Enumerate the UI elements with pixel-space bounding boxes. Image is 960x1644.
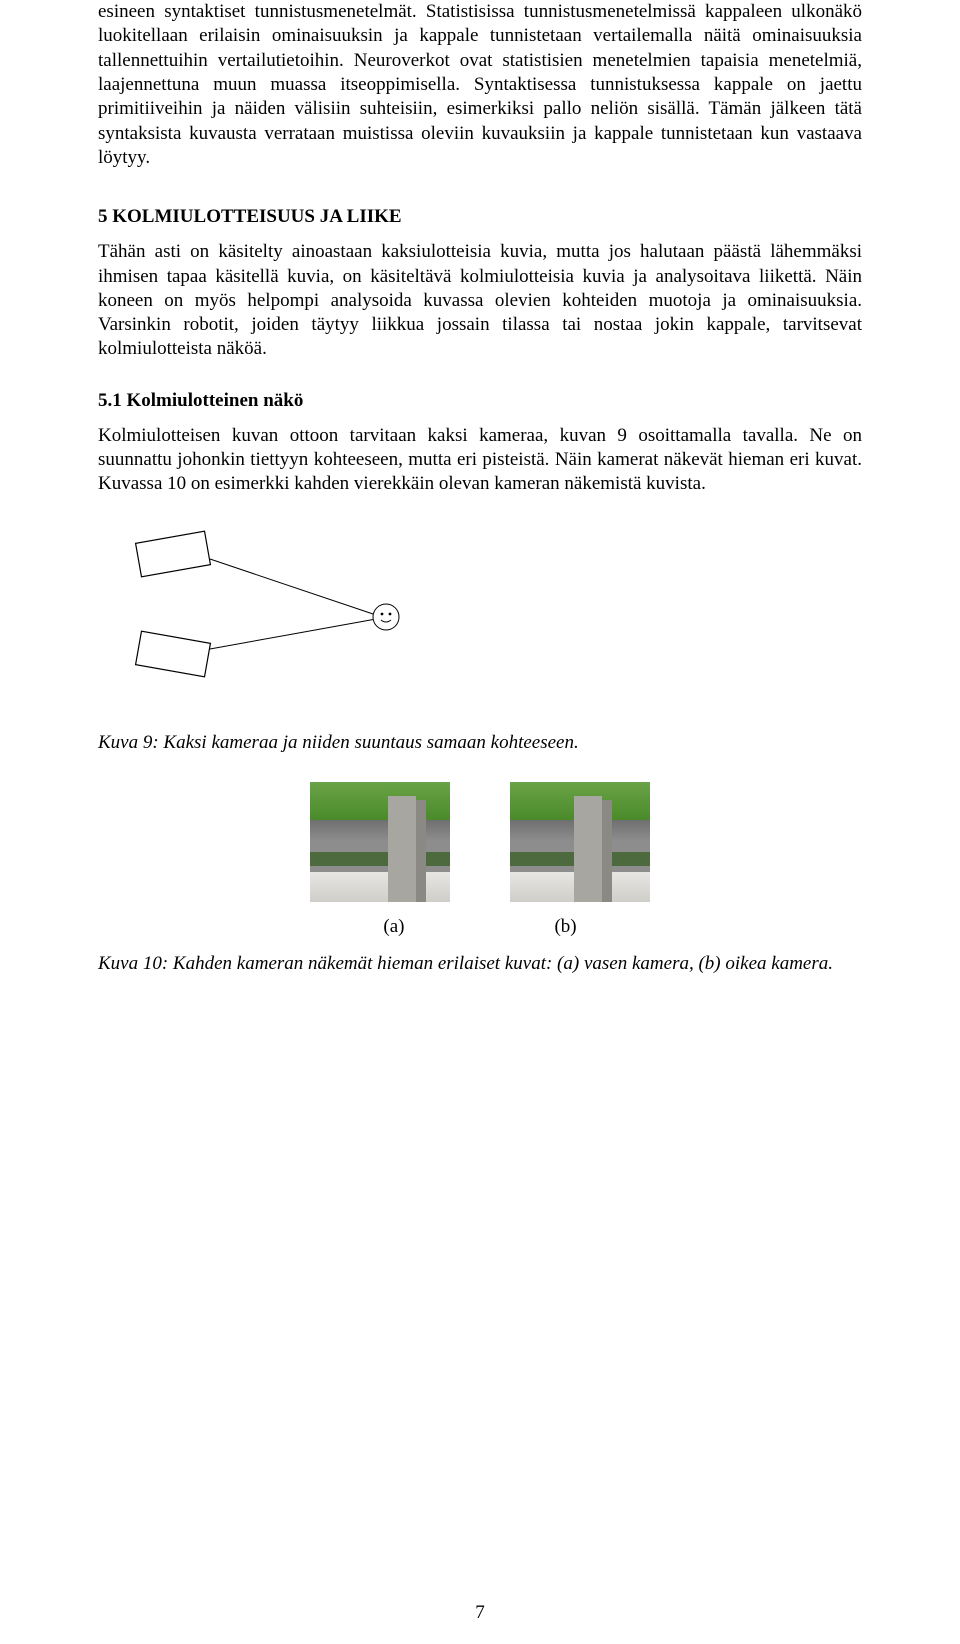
figure-10-caption: Kuva 10: Kahden kameran näkemät hieman e…	[98, 952, 862, 976]
figure-9	[98, 517, 862, 717]
paragraph-1: esineen syntaktiset tunnistusmenetelmät.…	[98, 0, 862, 170]
page-number: 7	[0, 1602, 960, 1624]
figure-9-caption: Kuva 9: Kaksi kameraa ja niiden suuntaus…	[98, 731, 862, 755]
figure-10-label-a: (a)	[383, 916, 404, 938]
paragraph-3: Kolmiulotteisen kuvan ottoon tarvitaan k…	[98, 424, 862, 497]
figure-10-image-b	[510, 782, 650, 902]
subsection-5-1-title: 5.1 Kolmiulotteinen näkö	[98, 390, 862, 412]
figure-10-labels: (a) (b)	[98, 916, 862, 938]
section-5-title: 5 KOLMIULOTTEISUUS JA LIIKE	[98, 206, 862, 228]
paragraph-2: Tähän asti on käsitelty ainoastaan kaksi…	[98, 240, 862, 362]
figure-10	[98, 782, 862, 902]
figure-10-label-b: (b)	[554, 916, 576, 938]
figure-10-image-a	[310, 782, 450, 902]
page: esineen syntaktiset tunnistusmenetelmät.…	[0, 0, 960, 1644]
figure-9-svg	[128, 517, 428, 717]
